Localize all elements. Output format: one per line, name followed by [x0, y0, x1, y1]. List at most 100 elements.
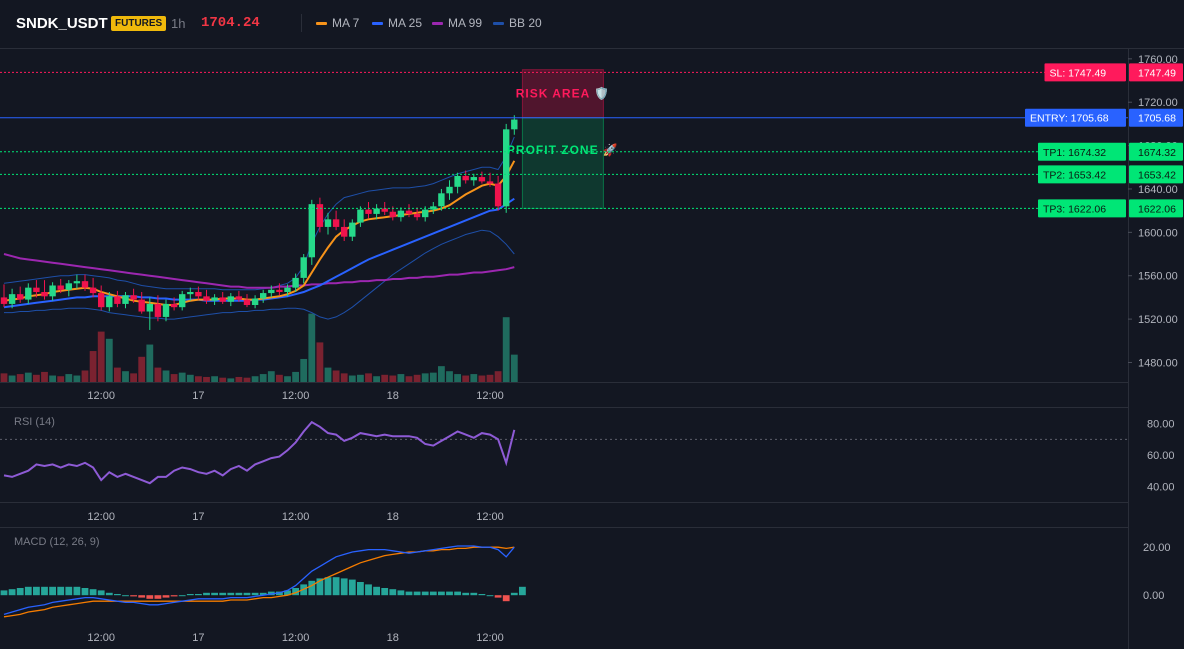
macd-histogram-bar	[308, 580, 316, 596]
time-tick-label: 18	[387, 511, 399, 523]
macd-histogram-bar	[357, 582, 364, 596]
macd-histogram-bar	[41, 586, 48, 596]
time-tick-label: 12:00	[282, 632, 310, 644]
tp3-tag-box	[1038, 199, 1126, 218]
candle-body	[65, 283, 72, 290]
volume-bar	[8, 375, 16, 382]
candle-body	[243, 299, 251, 306]
volume-bar	[267, 371, 275, 382]
symbol-name[interactable]: SNDK_USDT	[16, 15, 108, 32]
candle-body	[89, 287, 97, 294]
macd-histogram-bar	[373, 586, 380, 596]
macd-histogram-bar	[478, 594, 486, 596]
tp3-tag-label: TP3: 1622.06	[1043, 203, 1106, 215]
tp2-axis-label: 1653.42	[1138, 169, 1176, 181]
time-tick-label: 12:00	[87, 632, 115, 644]
macd-histogram-bar	[519, 586, 526, 596]
candle-body	[219, 297, 226, 302]
volume-bar	[235, 376, 243, 382]
macd-histogram-bar	[227, 592, 235, 596]
price-tick-label: 1560.00	[1138, 271, 1178, 283]
macd-histogram-bar	[462, 592, 470, 596]
volume-bar	[462, 375, 470, 382]
macd-line	[3, 545, 515, 616]
volume-bar	[178, 372, 186, 382]
candle-body	[381, 208, 388, 212]
volume-bar	[405, 376, 413, 382]
macd-histogram-bar	[235, 592, 243, 596]
volume-bar	[130, 373, 137, 382]
candle-body	[276, 289, 283, 292]
candle-body	[324, 219, 332, 227]
volume-bar	[89, 351, 97, 382]
volume-bar	[65, 374, 73, 382]
macd-histogram-bar	[219, 592, 227, 596]
ma99-line	[3, 253, 515, 289]
legend-ma25[interactable]: MA 25	[372, 16, 422, 30]
volume-bar	[292, 371, 299, 382]
macd-histogram-bar	[413, 591, 421, 596]
candle-body	[33, 287, 40, 292]
macd-tick-label: 0.00	[1143, 590, 1164, 602]
candle-body	[268, 289, 275, 294]
candle-body	[470, 177, 477, 181]
volume-bar	[470, 374, 478, 382]
macd-histogram-bar	[57, 586, 65, 596]
sl-tag-box	[1044, 63, 1126, 82]
rsi-line	[3, 420, 516, 485]
candle-body	[251, 298, 259, 306]
volume-bar	[259, 374, 267, 382]
macd-histogram-bar	[381, 588, 389, 596]
volume-bar	[276, 374, 283, 382]
sl-axis-box	[1129, 63, 1183, 82]
candle-body	[203, 296, 210, 301]
macd-histogram-bar	[243, 592, 251, 596]
price-tick-label: 1600.00	[1138, 227, 1178, 239]
volume-bar	[122, 371, 129, 382]
timeframe-label[interactable]: 1h	[171, 16, 186, 31]
candle-body	[98, 293, 105, 308]
macd-tick-label: 20.00	[1143, 542, 1171, 554]
candle-body	[397, 210, 405, 218]
entry-axis-label: 1705.68	[1138, 113, 1176, 125]
macd-histogram-bar	[259, 592, 267, 596]
macd-histogram-bar	[211, 592, 218, 596]
candle-body	[122, 295, 129, 304]
macd-title: MACD (12, 26, 9)	[14, 536, 100, 548]
macd-histogram-bar	[146, 595, 154, 599]
macd-histogram-bar	[0, 590, 8, 596]
sl-tag-label: SL: 1747.49	[1050, 67, 1107, 79]
volume-bar	[114, 367, 121, 382]
macd-histogram-bar	[81, 588, 89, 596]
candle-body	[235, 296, 243, 300]
legend-ma99[interactable]: MA 99	[432, 16, 482, 30]
macd-histogram-bar	[49, 586, 56, 596]
candle-body	[41, 291, 48, 297]
bb-lower-line	[4, 229, 515, 320]
candle-body	[478, 177, 486, 182]
macd-histogram-bar	[365, 584, 372, 596]
time-tick-label: 18	[387, 390, 399, 402]
last-price: 1704.24	[201, 15, 260, 31]
candle-body	[332, 219, 340, 227]
ma25-line	[3, 197, 515, 309]
macd-histogram-bar	[421, 591, 429, 596]
volume-bar	[33, 374, 40, 382]
candle-body	[511, 119, 518, 130]
macd-histogram-bar	[348, 579, 356, 596]
volume-bar	[81, 370, 89, 382]
volume-bar	[308, 313, 316, 382]
legend-ma7-label: MA 7	[332, 16, 360, 30]
legend-bb20[interactable]: BB 20	[493, 16, 542, 30]
macd-histogram-bar	[89, 589, 97, 596]
volume-bar	[446, 371, 453, 382]
tp2-tag-label: TP2: 1653.42	[1043, 169, 1106, 181]
candle-body	[106, 296, 113, 308]
volume-bar	[316, 342, 324, 382]
tp1-axis-label: 1674.32	[1138, 147, 1176, 159]
time-tick-label: 12:00	[282, 390, 310, 402]
time-tick-label: 12:00	[282, 511, 310, 523]
legend-ma7[interactable]: MA 7	[316, 16, 359, 30]
candle-body	[154, 303, 162, 317]
